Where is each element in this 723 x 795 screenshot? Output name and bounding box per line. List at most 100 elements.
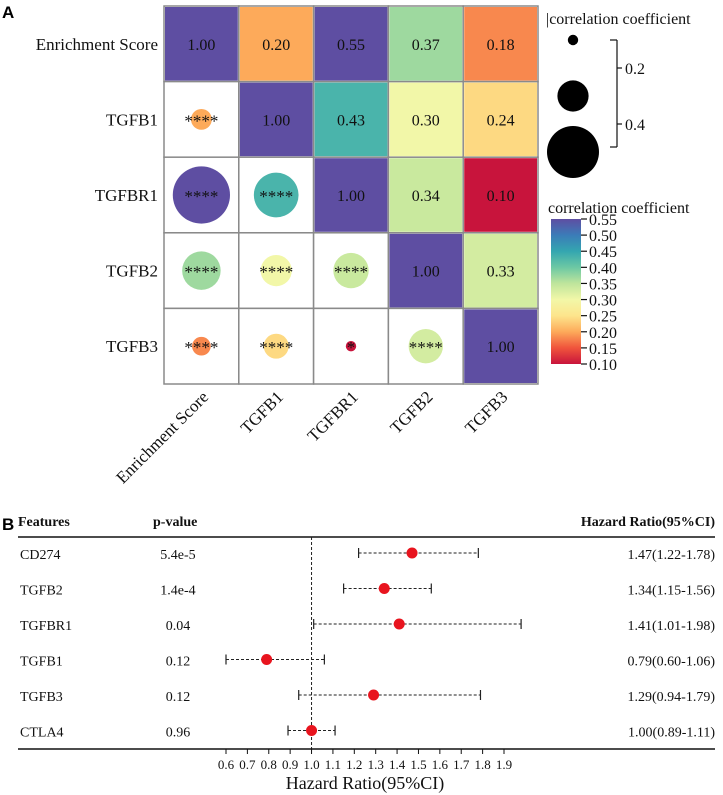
significance-stars: **** (259, 187, 293, 206)
colorbar-tick-label: 0.35 (589, 276, 617, 293)
colorbar-tick-label: 0.15 (589, 341, 617, 358)
row-label: Enrichment Score (36, 35, 158, 54)
corr-square (464, 233, 537, 308)
corr-value-label: 1.00 (337, 188, 365, 205)
corr-value-label: 0.33 (487, 264, 515, 281)
colorbar-tick-label: 0.40 (589, 260, 617, 277)
color-legend-title: correlation coefficient (548, 200, 690, 217)
row-label: TGFB1 (106, 110, 158, 129)
x-tick-label: 0.8 (261, 757, 277, 772)
x-tick-label: 0.6 (218, 757, 235, 772)
x-tick-label: 1.8 (474, 757, 490, 772)
significance-stars: **** (184, 338, 218, 357)
hazard-ratio-label: 1.47(1.22-1.78) (628, 548, 716, 563)
corr-square (239, 7, 313, 81)
pvalue-label: 0.12 (166, 690, 191, 705)
color-legend: correlation coefficient0.550.500.450.400… (548, 200, 690, 374)
significance-stars: **** (259, 338, 293, 357)
pvalue-label: 0.12 (166, 655, 191, 670)
hazard-ratio-point (261, 654, 273, 665)
size-legend-circle (567, 34, 579, 46)
x-tick-label: 0.9 (282, 757, 298, 772)
correlation-heatmap: 1.00 0.20 0.55 0.37 0.18 1.00 0.43 0.30 0.24 1.00… (36, 5, 539, 487)
panel-label-b: B (2, 515, 14, 534)
column-label: Enrichment Score (112, 387, 212, 487)
corr-value-label: 0.10 (487, 188, 515, 205)
corr-value-label: 1.00 (412, 264, 440, 281)
colorbar-tick-label: 0.50 (589, 228, 617, 245)
corr-circle (191, 109, 212, 130)
significance-stars: * (347, 338, 356, 357)
panel-label-a: A (2, 3, 14, 22)
hazard-ratio-label: 1.34(1.15-1.56) (628, 584, 716, 599)
colorbar-tick-label: 0.55 (589, 212, 617, 229)
hazard-ratio-point (393, 618, 405, 630)
corr-square (464, 158, 537, 232)
corr-square (464, 309, 537, 383)
grid-cell (238, 307, 315, 385)
x-tick-label: 1.7 (453, 757, 470, 772)
corr-square (314, 158, 388, 232)
x-tick-label: 1.5 (410, 757, 426, 772)
row-label: TGFBR1 (95, 186, 158, 205)
hazard-ratio-label: 1.41(1.01-1.98) (628, 619, 716, 634)
x-tick-label: 1.2 (346, 757, 362, 772)
x-axis-title: Hazard Ratio(95%CI) (286, 773, 444, 794)
corr-circle (253, 172, 299, 218)
size-legend-circle (547, 126, 599, 178)
hazard-ratio-point (368, 689, 380, 701)
header-features: Features (18, 515, 70, 530)
header-hazard-ratio: Hazard Ratio(95%CI) (581, 515, 715, 530)
corr-circle (345, 341, 357, 352)
colorbar-tick-label: 0.25 (589, 309, 617, 326)
corr-value-label: 1.00 (262, 112, 290, 129)
header-pvalue: p-value (153, 515, 197, 530)
significance-stars: **** (409, 338, 443, 357)
corr-circle (260, 255, 292, 287)
row-label: TGFB3 (106, 337, 158, 356)
hazard-ratio-point (378, 583, 390, 594)
colorbar-tick-label: 0.20 (589, 325, 617, 342)
column-label: TGFB1 (237, 387, 287, 437)
significance-stars: **** (184, 263, 218, 282)
corr-circle (333, 252, 369, 289)
corr-square (389, 7, 463, 81)
corr-square (314, 7, 388, 81)
corr-square (314, 82, 388, 157)
corr-circle (408, 329, 443, 364)
x-tick-label: 1.0 (303, 757, 319, 772)
size-legend-tick-label: 0.4 (625, 117, 645, 134)
corr-square (165, 7, 238, 81)
pvalue-label: 1.4e-4 (160, 584, 195, 599)
corr-square (464, 7, 537, 81)
corr-circle (192, 336, 211, 356)
colorbar-tick-label: 0.10 (589, 357, 617, 374)
x-tick-label: 0.7 (239, 757, 256, 772)
hazard-ratio-label: 1.00(0.89-1.11) (628, 726, 715, 741)
corr-value-label: 0.43 (337, 112, 365, 129)
x-tick-label: 1.1 (325, 757, 341, 772)
hazard-ratio-label: 1.29(0.94-1.79) (628, 690, 716, 705)
feature-label: CTLA4 (20, 726, 64, 741)
significance-stars: **** (184, 111, 218, 130)
corr-value-label: 1.00 (187, 37, 215, 54)
colorbar-tick-label: 0.30 (589, 293, 617, 310)
x-tick-label: 1.3 (368, 757, 384, 772)
corr-square (389, 233, 463, 308)
column-label: TGFB2 (386, 387, 436, 437)
colorbar (551, 219, 581, 364)
feature-label: TGFBR1 (20, 619, 72, 634)
hazard-ratio-point (406, 547, 418, 559)
corr-square (389, 158, 463, 232)
size-legend: |correlation coefficient 0.2 0.4 (546, 11, 691, 178)
corr-value-label: 0.18 (487, 37, 515, 54)
corr-value-label: 0.55 (337, 37, 365, 54)
forest-plot: Features p-value Hazard Ratio(95%CI) CD274 5… (18, 515, 715, 794)
hazard-ratio-point (306, 725, 318, 736)
corr-circle (172, 166, 230, 224)
corr-value-label: 1.00 (487, 339, 515, 356)
x-tick-label: 1.9 (496, 757, 512, 772)
column-label: TGFB3 (461, 387, 511, 437)
x-tick-label: 1.6 (432, 757, 449, 772)
